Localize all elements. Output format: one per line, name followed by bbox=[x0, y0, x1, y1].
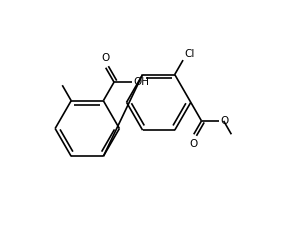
Text: OH: OH bbox=[134, 77, 150, 87]
Text: O: O bbox=[102, 54, 110, 64]
Text: O: O bbox=[190, 139, 198, 149]
Text: Cl: Cl bbox=[184, 49, 195, 59]
Text: O: O bbox=[221, 116, 229, 126]
